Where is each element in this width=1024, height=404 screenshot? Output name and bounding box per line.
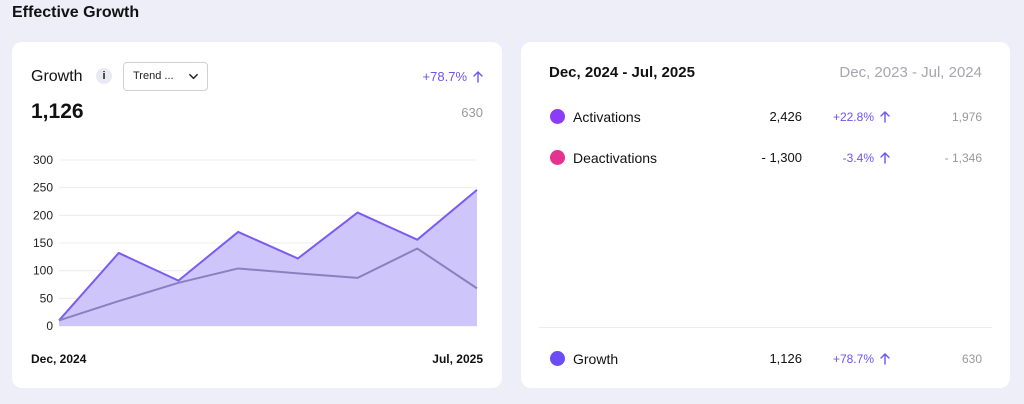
trend-dropdown[interactable]: Trend ... bbox=[123, 62, 208, 91]
arrow-up-icon bbox=[880, 152, 890, 164]
current-series-area bbox=[59, 189, 477, 326]
row-name: Activations bbox=[573, 109, 641, 125]
y-tick-label: 50 bbox=[40, 291, 54, 305]
breakdown-row-growth: Growth 1,126 +78.7% 630 bbox=[521, 349, 1010, 369]
arrow-up-icon bbox=[880, 353, 890, 365]
previous-date-range: Dec, 2023 - Jul, 2024 bbox=[839, 64, 982, 81]
row-change-pct: +22.8% bbox=[832, 110, 874, 124]
row-change: +22.8% bbox=[833, 110, 890, 124]
arrow-up-icon bbox=[880, 111, 890, 123]
y-tick-label: 200 bbox=[33, 208, 53, 222]
breakdown-row-activations: Activations 2,426 +22.8% 1,976 bbox=[521, 107, 1010, 127]
growth-change-pct: +78.7% bbox=[422, 69, 467, 84]
row-name: Growth bbox=[573, 351, 619, 367]
row-previous: 630 bbox=[961, 352, 982, 366]
row-change-pct: -3.4% bbox=[842, 151, 874, 165]
growth-area-chart: 0 50 100 150 200 250 300 bbox=[33, 153, 478, 333]
page-title: Effective Growth bbox=[12, 4, 140, 21]
row-previous: - 1,346 bbox=[944, 151, 982, 165]
row-name: Deactivations bbox=[573, 150, 658, 166]
row-value: 1,126 bbox=[769, 351, 802, 366]
chevron-down-icon bbox=[189, 73, 198, 80]
info-icon[interactable]: i bbox=[96, 68, 112, 84]
growth-dot bbox=[550, 351, 565, 366]
trend-dropdown-value: Trend ... bbox=[133, 70, 174, 82]
current-series-line bbox=[58, 189, 478, 322]
row-change: +78.7% bbox=[833, 352, 890, 366]
y-tick-label: 150 bbox=[33, 236, 53, 250]
growth-label: Growth bbox=[31, 68, 83, 85]
deactivations-dot bbox=[550, 150, 565, 165]
previous-series-line bbox=[58, 247, 478, 322]
y-tick-label: 0 bbox=[46, 319, 53, 333]
growth-previous-value: 630 bbox=[461, 105, 483, 120]
y-tick-label: 100 bbox=[33, 264, 53, 278]
growth-breakdown-card: Dec, 2024 - Jul, 2025 Dec, 2023 - Jul, 2… bbox=[521, 42, 1010, 388]
row-change: -3.4% bbox=[843, 151, 890, 165]
y-tick-label: 250 bbox=[33, 181, 53, 195]
current-date-range: Dec, 2024 - Jul, 2025 bbox=[549, 64, 695, 81]
activations-dot bbox=[550, 109, 565, 124]
row-change-pct: +78.7% bbox=[832, 352, 874, 366]
arrow-up-icon bbox=[473, 70, 483, 83]
row-value: 2,426 bbox=[769, 109, 802, 124]
growth-chart-card: Growth i Trend ... +78.7% 1,126 630 0 50 1… bbox=[12, 42, 502, 388]
growth-change: +78.7% bbox=[423, 69, 483, 84]
x-axis-start-label: Dec, 2024 bbox=[31, 352, 87, 366]
y-tick-label: 300 bbox=[33, 153, 53, 167]
x-axis-end-label: Jul, 2025 bbox=[432, 352, 483, 366]
row-value: - 1,300 bbox=[761, 150, 802, 165]
divider bbox=[539, 327, 992, 328]
row-previous: 1,976 bbox=[951, 110, 982, 124]
breakdown-row-deactivations: Deactivations - 1,300 -3.4% - 1,346 bbox=[521, 148, 1010, 168]
growth-current-value: 1,126 bbox=[31, 100, 84, 123]
